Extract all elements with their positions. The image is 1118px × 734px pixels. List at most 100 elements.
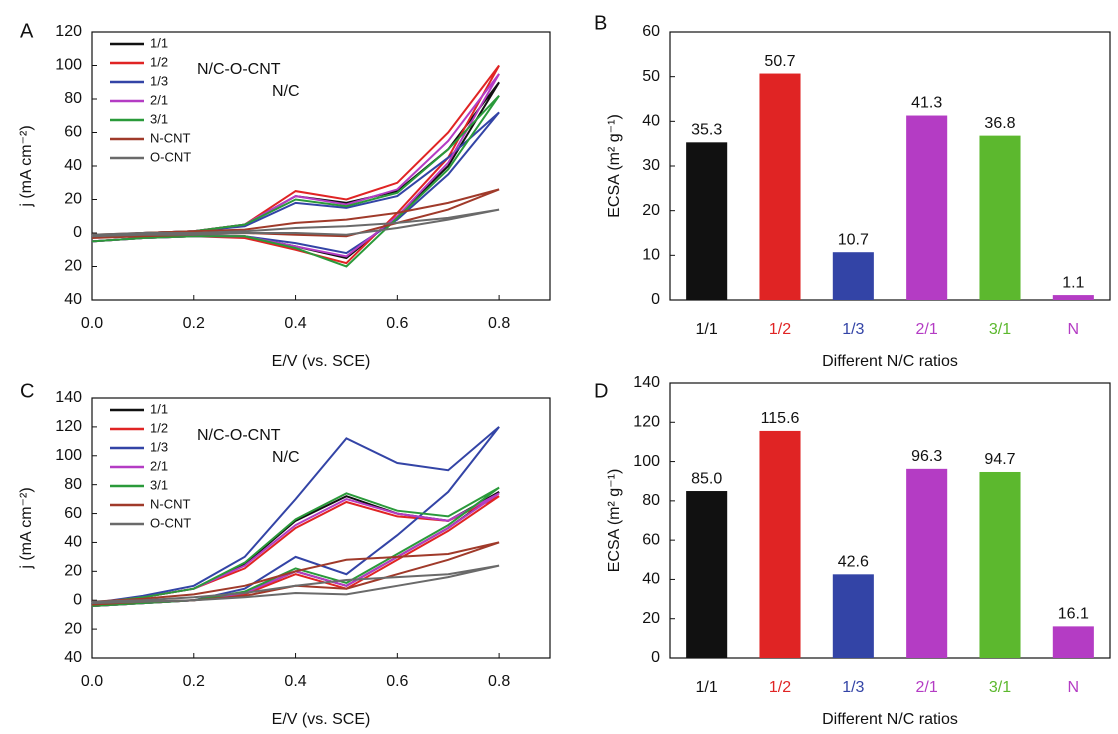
legend-label: 2/1 bbox=[150, 92, 168, 107]
plot-frame bbox=[670, 32, 1110, 300]
y-axis-title: ECSA (m² g⁻¹) bbox=[606, 469, 623, 573]
legend-label: N-CNT bbox=[150, 130, 190, 145]
y-tick-label: 10 bbox=[642, 247, 660, 264]
bar bbox=[906, 469, 947, 658]
panel-label: B bbox=[594, 12, 607, 34]
y-axis-title: j (mA cm⁻²) bbox=[18, 487, 35, 569]
category-label: 1/1 bbox=[696, 321, 718, 338]
y-tick-label: 50 bbox=[642, 68, 660, 85]
annotation: N/C bbox=[272, 449, 300, 466]
category-label: 1/3 bbox=[842, 679, 864, 696]
panel-label: D bbox=[594, 380, 608, 402]
page: A 40 20 0 20 40 60 80 100 120 E/V (vs. SCE) j (mA c… bbox=[0, 0, 1118, 734]
y-tick-label: 60 bbox=[642, 531, 660, 548]
x-axis-title: Different N/C ratios bbox=[822, 353, 958, 370]
legend-label: 1/1 bbox=[150, 35, 168, 50]
value-label: 50.7 bbox=[764, 53, 795, 70]
category-label: 3/1 bbox=[989, 679, 1011, 696]
legend-label: 3/1 bbox=[150, 477, 168, 492]
y-tick-label: 40 bbox=[64, 534, 82, 551]
x-tick-label: 0.2 bbox=[183, 315, 205, 332]
bar bbox=[759, 431, 800, 658]
cv-curve bbox=[92, 496, 499, 606]
x-tick-label: 0.8 bbox=[488, 673, 510, 690]
bar bbox=[833, 574, 874, 658]
y-tick-label: 0 bbox=[651, 649, 660, 666]
x-tick-label: 0.2 bbox=[183, 673, 205, 690]
legend-label: 2/1 bbox=[150, 458, 168, 473]
y-tick-label: 100 bbox=[633, 453, 660, 470]
bar bbox=[833, 252, 874, 300]
bar bbox=[686, 142, 727, 300]
value-label: 85.0 bbox=[691, 470, 722, 487]
bar bbox=[1053, 295, 1094, 300]
x-axis-title: Different N/C ratios bbox=[822, 711, 958, 728]
y-tick-label: 120 bbox=[55, 23, 82, 40]
category-label: 1/1 bbox=[696, 679, 718, 696]
value-label: 16.1 bbox=[1058, 606, 1089, 623]
x-tick-label: 0.0 bbox=[81, 315, 103, 332]
y-tick-label: 120 bbox=[633, 414, 660, 431]
category-label: 1/3 bbox=[842, 321, 864, 338]
y-axis-title: j (mA cm⁻²) bbox=[18, 125, 35, 207]
y-tick-label: 40 bbox=[64, 157, 82, 174]
bar bbox=[686, 491, 727, 658]
value-label: 10.7 bbox=[838, 231, 869, 248]
annotation: N/C-O-CNT bbox=[197, 427, 281, 444]
category-label: 3/1 bbox=[989, 321, 1011, 338]
legend-label: 1/2 bbox=[150, 420, 168, 435]
category-label: 2/1 bbox=[916, 321, 938, 338]
y-axis-title: ECSA (m² g⁻¹) bbox=[606, 114, 623, 218]
bar bbox=[979, 472, 1020, 658]
x-axis-title: E/V (vs. SCE) bbox=[272, 353, 371, 370]
legend-label: 1/3 bbox=[150, 439, 168, 454]
annotation: N/C-O-CNT bbox=[197, 61, 281, 78]
panel-label: A bbox=[20, 20, 34, 42]
y-tick-label: 140 bbox=[55, 389, 82, 406]
y-tick-label: 30 bbox=[642, 157, 660, 174]
value-label: 1.1 bbox=[1062, 274, 1084, 291]
x-tick-label: 0.4 bbox=[284, 315, 306, 332]
category-label: 1/2 bbox=[769, 321, 791, 338]
value-label: 35.3 bbox=[691, 122, 722, 139]
legend-label: O-CNT bbox=[150, 515, 191, 530]
y-tick-label: 140 bbox=[633, 374, 660, 391]
y-tick-label: 80 bbox=[64, 90, 82, 107]
value-label: 42.6 bbox=[838, 554, 869, 571]
x-tick-label: 0.0 bbox=[81, 673, 103, 690]
category-label: 1/2 bbox=[769, 679, 791, 696]
category-label: N bbox=[1068, 321, 1080, 338]
y-tick-label: 40 bbox=[642, 571, 660, 588]
y-tick-label: 60 bbox=[642, 23, 660, 40]
y-tick-label: 20 bbox=[64, 258, 82, 275]
x-tick-label: 0.6 bbox=[386, 673, 408, 690]
plot-frame bbox=[670, 383, 1110, 658]
value-label: 96.3 bbox=[911, 448, 942, 465]
panel-label: C bbox=[20, 380, 34, 402]
value-label: 36.8 bbox=[984, 115, 1015, 132]
x-tick-label: 0.6 bbox=[386, 315, 408, 332]
bar bbox=[906, 116, 947, 300]
x-tick-label: 0.4 bbox=[284, 673, 306, 690]
bar bbox=[979, 136, 1020, 300]
value-label: 41.3 bbox=[911, 95, 942, 112]
category-label: N bbox=[1068, 679, 1080, 696]
bar bbox=[759, 74, 800, 300]
y-tick-label: 20 bbox=[642, 202, 660, 219]
y-tick-label: 120 bbox=[55, 418, 82, 435]
legend-label: 3/1 bbox=[150, 111, 168, 126]
legend-label: 1/3 bbox=[150, 73, 168, 88]
legend-label: O-CNT bbox=[150, 149, 191, 164]
y-tick-label: 100 bbox=[55, 447, 82, 464]
y-tick-label: 100 bbox=[55, 57, 82, 74]
y-tick-label: 40 bbox=[642, 113, 660, 130]
bar bbox=[1053, 626, 1094, 658]
legend-label: 1/1 bbox=[150, 401, 168, 416]
value-label: 94.7 bbox=[984, 451, 1015, 468]
category-label: 2/1 bbox=[916, 679, 938, 696]
legend-label: N-CNT bbox=[150, 496, 190, 511]
legend-label: 1/2 bbox=[150, 54, 168, 69]
figure: A 40 20 0 20 40 60 80 100 120 E/V (vs. SCE) j (mA c… bbox=[0, 0, 1118, 729]
y-tick-label: 20 bbox=[642, 610, 660, 627]
y-tick-label: 20 bbox=[64, 563, 82, 580]
